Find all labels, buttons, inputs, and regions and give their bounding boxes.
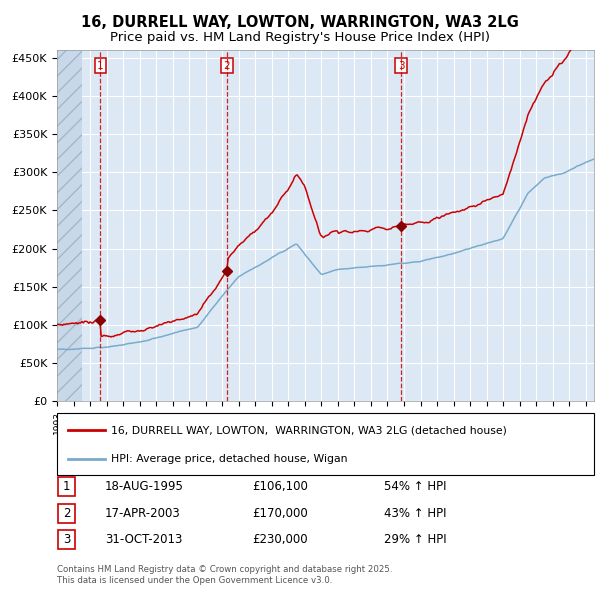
Text: 3: 3 <box>63 533 70 546</box>
Text: £230,000: £230,000 <box>252 533 308 546</box>
Text: 17-APR-2003: 17-APR-2003 <box>105 507 181 520</box>
Text: 16, DURRELL WAY, LOWTON, WARRINGTON, WA3 2LG: 16, DURRELL WAY, LOWTON, WARRINGTON, WA3… <box>81 15 519 30</box>
Text: 29% ↑ HPI: 29% ↑ HPI <box>384 533 446 546</box>
FancyBboxPatch shape <box>58 477 75 496</box>
FancyBboxPatch shape <box>58 504 75 523</box>
FancyBboxPatch shape <box>58 530 75 549</box>
Text: HPI: Average price, detached house, Wigan: HPI: Average price, detached house, Wiga… <box>111 454 347 464</box>
Text: 31-OCT-2013: 31-OCT-2013 <box>105 533 182 546</box>
Text: £170,000: £170,000 <box>252 507 308 520</box>
Text: 1: 1 <box>63 480 70 493</box>
Text: Price paid vs. HM Land Registry's House Price Index (HPI): Price paid vs. HM Land Registry's House … <box>110 31 490 44</box>
Text: 43% ↑ HPI: 43% ↑ HPI <box>384 507 446 520</box>
Text: 2: 2 <box>63 507 70 520</box>
Text: 54% ↑ HPI: 54% ↑ HPI <box>384 480 446 493</box>
Text: 3: 3 <box>398 61 404 71</box>
Bar <box>57 50 82 401</box>
Text: 18-AUG-1995: 18-AUG-1995 <box>105 480 184 493</box>
Text: 2: 2 <box>224 61 230 71</box>
FancyBboxPatch shape <box>57 413 594 475</box>
Text: 1: 1 <box>97 61 104 71</box>
Text: £106,100: £106,100 <box>252 480 308 493</box>
Text: 16, DURRELL WAY, LOWTON,  WARRINGTON, WA3 2LG (detached house): 16, DURRELL WAY, LOWTON, WARRINGTON, WA3… <box>111 425 506 435</box>
Text: Contains HM Land Registry data © Crown copyright and database right 2025.
This d: Contains HM Land Registry data © Crown c… <box>57 565 392 585</box>
